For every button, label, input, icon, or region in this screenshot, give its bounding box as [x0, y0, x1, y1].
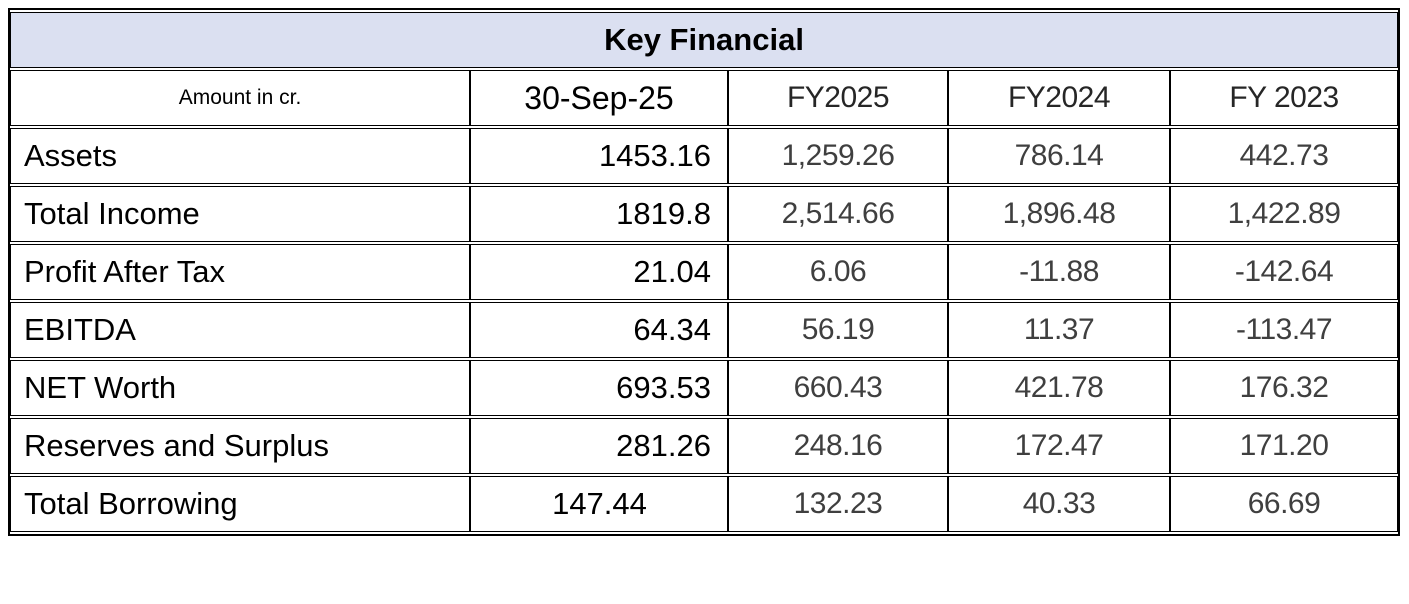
cell-value: 6.06 [728, 244, 948, 300]
cell-value: 1,422.89 [1170, 186, 1399, 242]
key-financial-table: Key Financial Amount in cr. 30-Sep-25 FY… [8, 8, 1401, 536]
row-label-ebitda: EBITDA [10, 302, 470, 358]
unit-note: Amount in cr. [10, 70, 470, 126]
row-label-profit-after-tax: Profit After Tax [10, 244, 470, 300]
cell-value: 2,514.66 [728, 186, 948, 242]
cell-value: 147.44 [470, 476, 728, 532]
cell-value: 281.26 [470, 418, 728, 474]
column-header-fy2023: FY 2023 [1170, 70, 1399, 126]
cell-value: 442.73 [1170, 128, 1399, 184]
cell-value: 786.14 [948, 128, 1170, 184]
row-label-total-income: Total Income [10, 186, 470, 242]
column-header-fy2024: FY2024 [948, 70, 1170, 126]
column-header-30-sep-25: 30-Sep-25 [470, 70, 728, 126]
table-title: Key Financial [10, 12, 1399, 68]
row-label-net-worth: NET Worth [10, 360, 470, 416]
cell-value: 132.23 [728, 476, 948, 532]
table-row: EBITDA 64.34 56.19 11.37 -113.47 [10, 302, 1399, 358]
cell-value: 56.19 [728, 302, 948, 358]
cell-value: 421.78 [948, 360, 1170, 416]
table-row: Profit After Tax 21.04 6.06 -11.88 -142.… [10, 244, 1399, 300]
cell-value: 1819.8 [470, 186, 728, 242]
cell-value: 64.34 [470, 302, 728, 358]
row-label-reserves-and-surplus: Reserves and Surplus [10, 418, 470, 474]
table-row: Reserves and Surplus 281.26 248.16 172.4… [10, 418, 1399, 474]
cell-value: 11.37 [948, 302, 1170, 358]
table-row: Assets 1453.16 1,259.26 786.14 442.73 [10, 128, 1399, 184]
cell-value: 693.53 [470, 360, 728, 416]
cell-value: 248.16 [728, 418, 948, 474]
cell-value: 176.32 [1170, 360, 1399, 416]
cell-value: -142.64 [1170, 244, 1399, 300]
cell-value: 1,259.26 [728, 128, 948, 184]
cell-value: 1,896.48 [948, 186, 1170, 242]
cell-value: 1453.16 [470, 128, 728, 184]
cell-value: 171.20 [1170, 418, 1399, 474]
cell-value: 66.69 [1170, 476, 1399, 532]
row-label-assets: Assets [10, 128, 470, 184]
table-row: NET Worth 693.53 660.43 421.78 176.32 [10, 360, 1399, 416]
cell-value: 660.43 [728, 360, 948, 416]
cell-value: 21.04 [470, 244, 728, 300]
table-row: Total Income 1819.8 2,514.66 1,896.48 1,… [10, 186, 1399, 242]
row-label-total-borrowing: Total Borrowing [10, 476, 470, 532]
table-row: Total Borrowing 147.44 132.23 40.33 66.6… [10, 476, 1399, 532]
column-header-fy2025: FY2025 [728, 70, 948, 126]
title-row: Key Financial [10, 12, 1399, 68]
cell-value: -11.88 [948, 244, 1170, 300]
cell-value: 40.33 [948, 476, 1170, 532]
header-row: Amount in cr. 30-Sep-25 FY2025 FY2024 FY… [10, 70, 1399, 126]
cell-value: 172.47 [948, 418, 1170, 474]
cell-value: -113.47 [1170, 302, 1399, 358]
